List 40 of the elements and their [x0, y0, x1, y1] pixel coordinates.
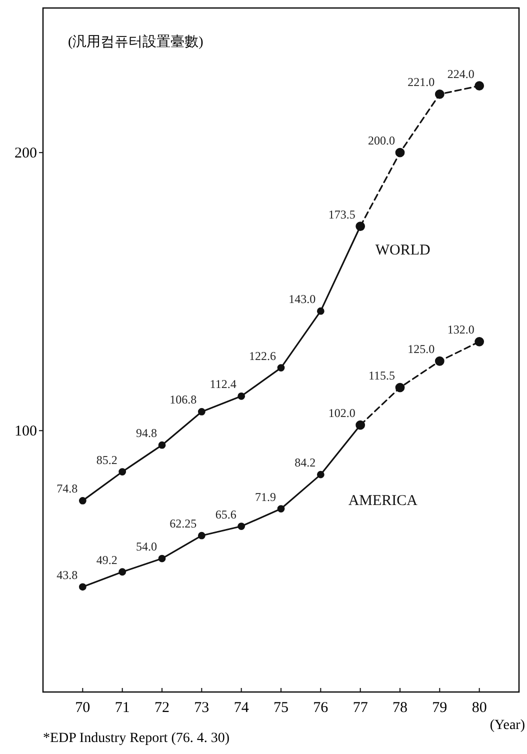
x-tick-label: 77: [352, 700, 368, 716]
data-label: 74.8: [56, 482, 78, 496]
x-tick-label: 71: [114, 700, 130, 716]
data-label: 84.2: [294, 456, 316, 470]
data-label: 49.2: [96, 552, 118, 567]
series-label: WORLD: [375, 242, 430, 258]
data-label: 54.0: [136, 540, 157, 554]
data-label: 115.5: [368, 368, 395, 383]
x-tick-label: 75: [274, 700, 288, 716]
data-label: 132.0: [447, 322, 474, 337]
x-tick-label: 79: [432, 700, 448, 716]
data-label: 112.4: [210, 377, 236, 392]
data-label: 62.25: [170, 516, 197, 531]
data-label: 221.0: [408, 75, 435, 90]
data-label: 65.6: [215, 507, 236, 522]
x-tick-label: 70: [75, 700, 90, 716]
y-tick-label: 100: [14, 424, 37, 440]
data-label: 125.0: [408, 342, 435, 356]
x-tick-label: 78: [392, 700, 408, 716]
text: (汎用컴퓨터設置臺數): [68, 34, 204, 50]
x-tick-label: 74: [234, 700, 250, 716]
text: *EDP Industry Report (76. 4. 30): [43, 731, 230, 746]
x-axis-title: (Year): [490, 718, 526, 733]
x-tick-label: 72: [154, 700, 170, 716]
data-label: 71.9: [255, 490, 276, 504]
data-label: 122.6: [249, 348, 276, 363]
y-tick-label: 200: [14, 146, 37, 162]
data-label: 102.0: [328, 406, 356, 420]
x-tick-label: 76: [313, 700, 329, 716]
data-label: 85.2: [96, 452, 118, 467]
x-tick-label: 80: [472, 700, 487, 716]
data-label: 43.8: [56, 568, 78, 582]
data-label: 143.0: [288, 292, 316, 306]
data-label: 173.5: [328, 207, 356, 222]
data-label: 224.0: [447, 66, 474, 81]
data-label: 94.8: [136, 426, 157, 440]
data-label: 106.8: [170, 392, 197, 407]
data-label: 200.0: [368, 134, 395, 148]
text: AMERICA: [348, 493, 418, 510]
x-tick-label: 73: [194, 700, 210, 716]
